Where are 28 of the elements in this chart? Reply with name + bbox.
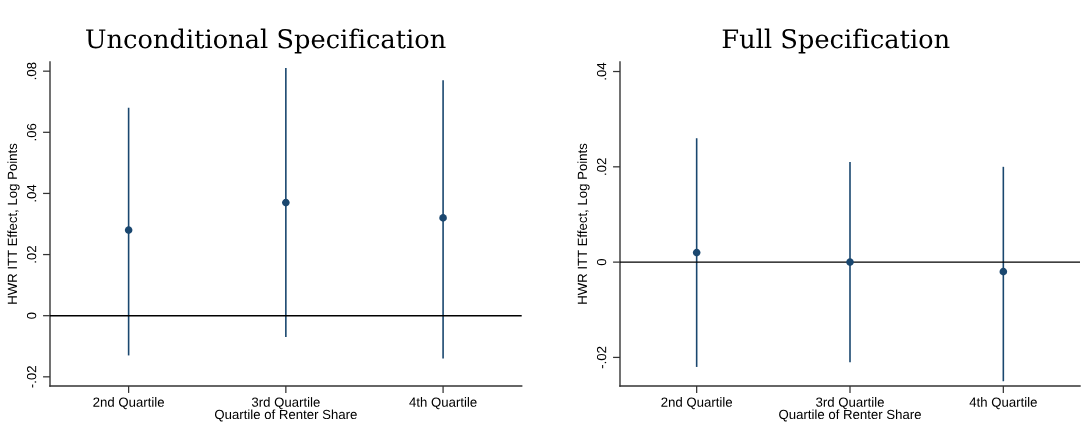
y-axis-title: HWR ITT Effect, Log Points <box>577 143 590 304</box>
y-tick-label: -.02 <box>26 366 37 388</box>
x-tick-label: 2nd Quartile <box>93 397 164 410</box>
y-tick-label: .06 <box>26 123 37 141</box>
chart-title: Full Specification <box>722 28 950 54</box>
y-tick-label: 0 <box>26 312 37 319</box>
point <box>124 226 133 234</box>
y-tick-label: .04 <box>26 184 37 202</box>
x-tick-label: 3rd Quartile <box>251 397 320 410</box>
chart-title: Unconditional Specification <box>86 28 446 54</box>
x-axis-title: Quartile of Renter Share <box>779 409 921 422</box>
x-axis-title: Quartile of Renter Share <box>214 409 357 422</box>
y-tick-label: .04 <box>596 62 607 80</box>
point <box>282 198 290 207</box>
point <box>846 258 854 266</box>
x-tick-label: 2nd Quartile <box>661 397 733 410</box>
point <box>692 248 701 257</box>
x-tick-label: 4th Quartile <box>409 397 477 410</box>
y-tick-label: .02 <box>596 158 607 175</box>
y-tick-label: -.02 <box>596 346 607 369</box>
point <box>999 267 1008 276</box>
y-tick-label: .02 <box>26 246 37 263</box>
y-axis-title: HWR ITT Effect, Log Points <box>7 143 20 304</box>
x-tick-label: 3rd Quartile <box>816 397 884 410</box>
point <box>439 214 447 222</box>
x-tick-label: 4th Quartile <box>969 397 1037 410</box>
y-tick-label: .08 <box>26 62 37 80</box>
y-tick-label: 0 <box>596 258 607 266</box>
